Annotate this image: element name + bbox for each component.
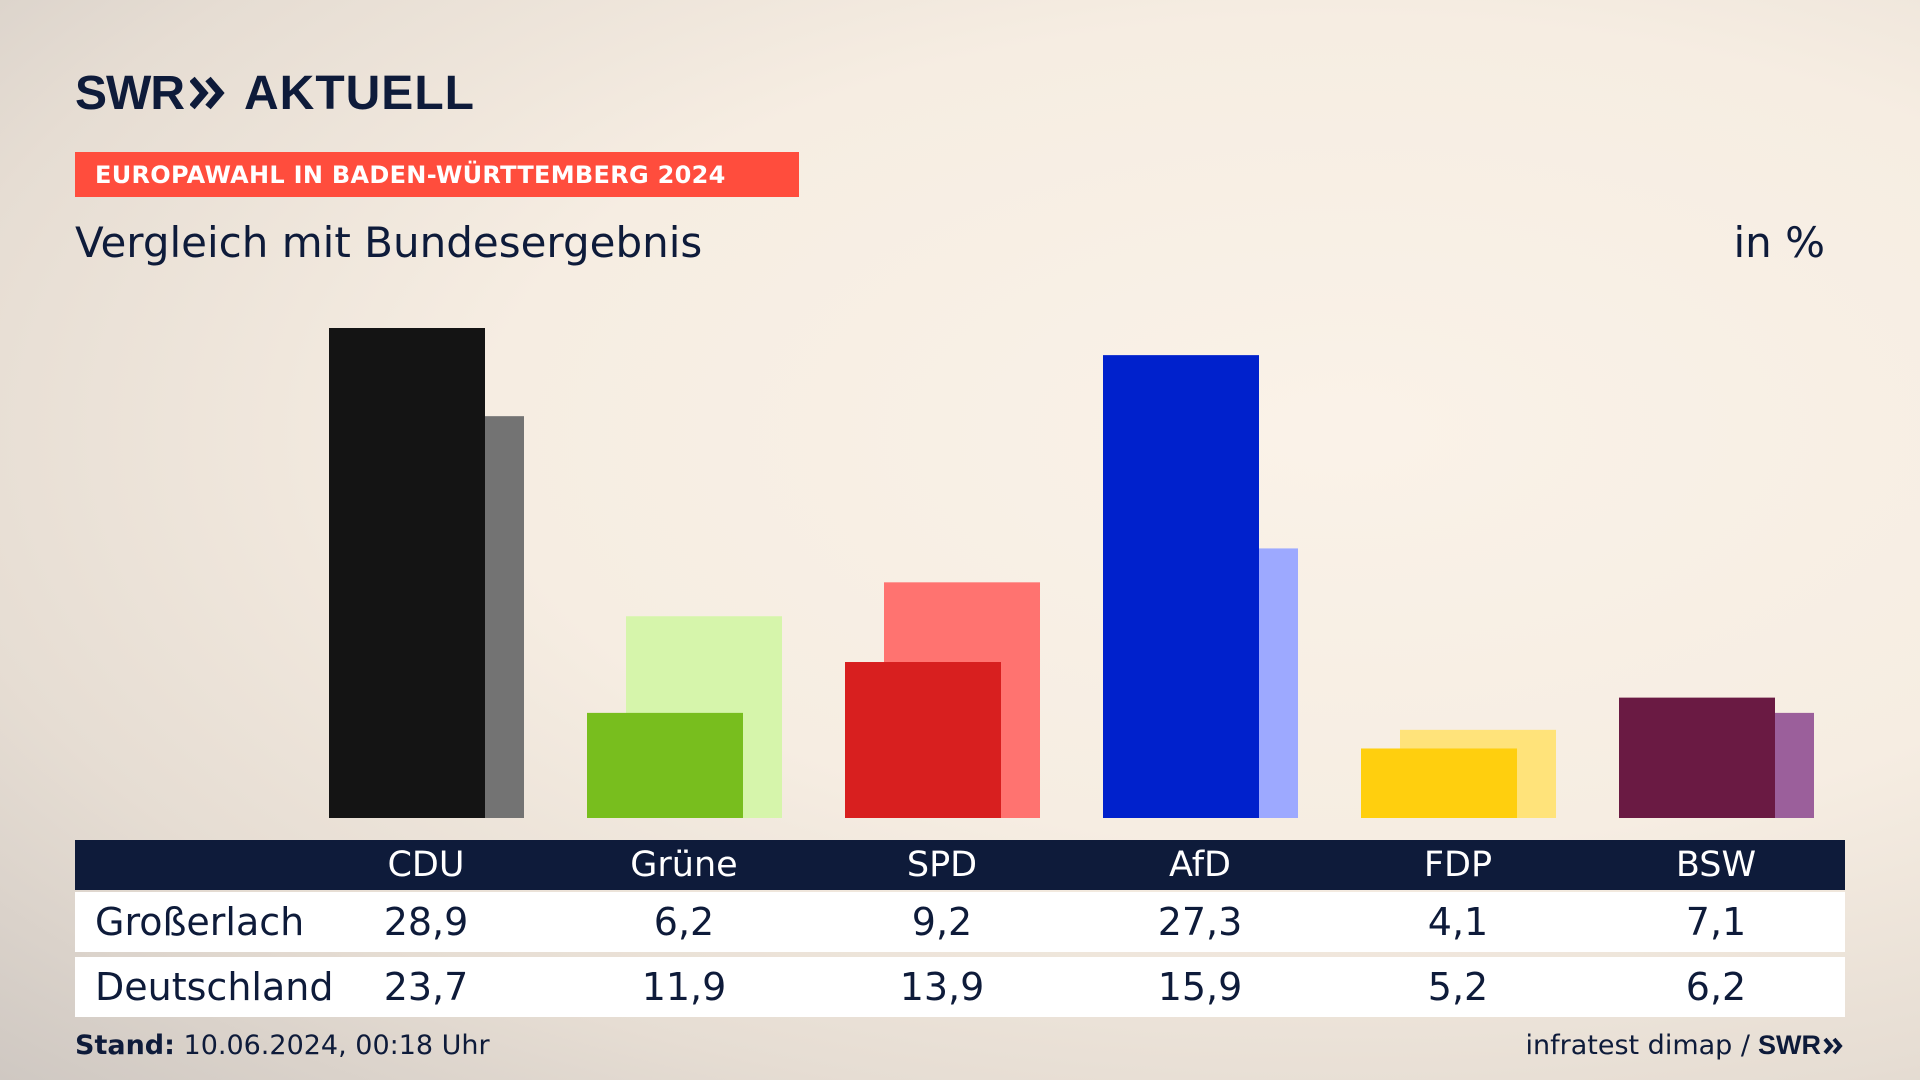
party-header-gruene: Grüne (630, 845, 738, 885)
stand-label: Stand: (75, 1030, 175, 1061)
value-cell: 27,3 (1157, 900, 1243, 944)
value-cell: 4,1 (1427, 900, 1489, 944)
mini-logo-text: SWR (1758, 1030, 1821, 1060)
table-row: Großerlach 28,9 6,2 9,2 27,3 4,1 7,1 (75, 892, 1845, 952)
bar-local-3 (1103, 355, 1259, 818)
value-cell: 9,2 (911, 900, 973, 944)
double-chevron-icon (189, 76, 225, 110)
election-banner: EUROPAWAHL IN BADEN-WÜRTTEMBERG 2024 (75, 152, 799, 197)
timestamp: Stand: 10.06.2024, 00:18 Uhr (75, 1030, 490, 1061)
party-header-spd: SPD (906, 845, 978, 885)
chart-subtitle: Vergleich mit Bundesergebnis (75, 218, 703, 267)
table-row: Deutschland 23,7 11,9 13,9 15,9 5,2 6,2 (75, 957, 1845, 1017)
value-cell: 23,7 (383, 965, 469, 1009)
row-label: Deutschland (95, 965, 334, 1009)
value-cell: 28,9 (383, 900, 469, 944)
value-cell: 6,2 (1685, 965, 1747, 1009)
value-cell: 7,1 (1685, 900, 1747, 944)
stand-value: 10.06.2024, 00:18 Uhr (183, 1030, 490, 1061)
value-cell: 6,2 (653, 900, 715, 944)
source-credit: infratest dimap / SWR (1525, 1030, 1845, 1061)
value-cell: 11,9 (641, 965, 727, 1009)
party-header-bsw: BSW (1675, 845, 1757, 885)
banner-text: EUROPAWAHL IN BADEN-WÜRTTEMBERG 2024 (95, 160, 726, 189)
unit-label: in % (1733, 218, 1825, 267)
logo-name: AKTUELL (243, 66, 475, 120)
row-label: Großerlach (95, 900, 305, 944)
bar-local-5 (1619, 697, 1775, 818)
bar-local-4 (1361, 748, 1517, 818)
swr-mini-logo: SWR (1758, 1030, 1845, 1061)
swr-aktuell-logo: SWR AKTUELL (75, 66, 475, 120)
value-cell: 13,9 (899, 965, 985, 1009)
value-cell: 5,2 (1427, 965, 1489, 1009)
logo-brand: SWR (75, 66, 185, 120)
party-header-fdp: FDP (1423, 845, 1493, 885)
party-header-cdu: CDU (387, 845, 465, 885)
double-chevron-icon (1823, 1037, 1843, 1054)
value-cell: 15,9 (1157, 965, 1243, 1009)
source-text: infratest dimap / (1525, 1030, 1750, 1061)
bar-local-2 (845, 662, 1001, 818)
party-header-afd: AfD (1169, 845, 1231, 885)
bar-local-0 (329, 328, 485, 818)
table-header: CDU Grüne SPD AfD FDP BSW (75, 840, 1845, 890)
bar-local-1 (587, 712, 743, 818)
